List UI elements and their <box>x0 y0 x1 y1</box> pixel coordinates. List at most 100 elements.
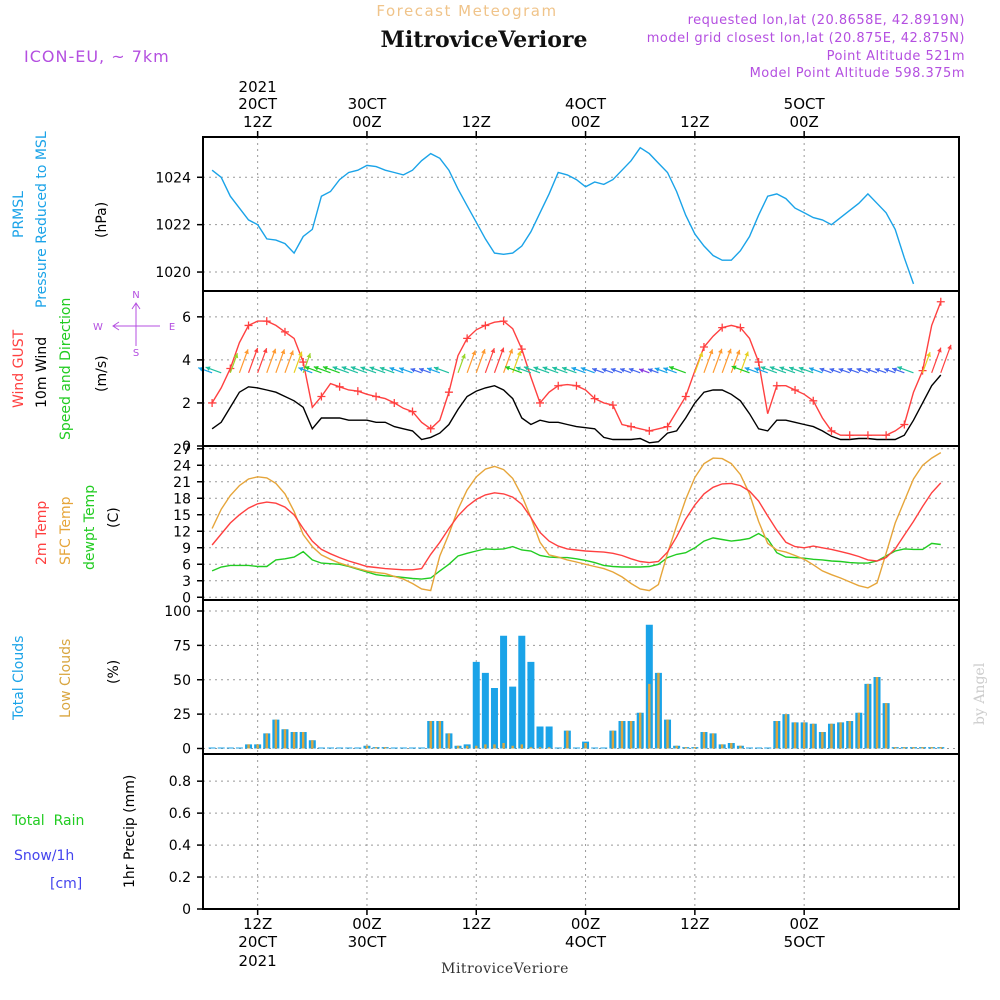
low-cloud-bar <box>274 719 278 749</box>
wind-arrow-icon <box>891 367 905 374</box>
wind-arrow-head <box>937 347 942 353</box>
low-cloud-bar <box>292 732 296 749</box>
total-cloud-bar <box>217 747 225 749</box>
total-cloud-bar <box>354 747 362 749</box>
low-cloud-bar <box>812 723 815 749</box>
model-label: ICON-EU, ~ 7km <box>24 47 170 66</box>
wind-arrow-head <box>731 365 737 371</box>
temperature-ytick-label: 6 <box>182 557 191 573</box>
wind-arrow-head <box>769 366 775 371</box>
pressure-unit: (hPa) <box>94 202 110 238</box>
wind-arrow-icon <box>754 367 768 374</box>
low-cloud-bar <box>930 747 933 749</box>
bottom-tick-hour: 00Z <box>789 915 818 933</box>
wind-unit: (m/s) <box>94 355 110 392</box>
wind-arrow-head <box>718 348 723 354</box>
wind-arrow-head <box>829 368 835 373</box>
wind-arrow-head <box>838 368 844 373</box>
wind-arrow-icon <box>466 350 477 374</box>
wind-gust-marker <box>299 358 308 367</box>
wind-gust-marker <box>463 334 472 343</box>
wind-arrow-icon <box>591 367 604 374</box>
wind-arrow-icon <box>369 366 386 374</box>
wind-arrow-icon <box>418 367 431 374</box>
wind-arrow-icon <box>389 366 404 374</box>
total-cloud-bar <box>536 726 544 749</box>
wind-arrow-shaft <box>493 347 505 374</box>
wind-arrow-head <box>856 367 862 373</box>
total-cloud-bar <box>226 747 234 749</box>
compass-rose-icon <box>112 302 160 346</box>
data-layer <box>197 146 952 749</box>
low-cloud-bar <box>311 740 314 749</box>
wind-gust-marker <box>208 398 217 407</box>
wind-gust-marker <box>408 407 417 416</box>
temperature-ytick-label: 3 <box>182 574 191 590</box>
wind-arrow-icon <box>769 366 787 374</box>
wind-arrow-head <box>350 366 356 371</box>
wind-gust-marker <box>554 381 563 390</box>
precipitation-ytick-label: 0.6 <box>169 806 191 822</box>
wind-arrow-icon <box>744 366 759 374</box>
wind-gust-marker <box>772 381 781 390</box>
wind-arrow-icon <box>332 366 349 374</box>
wind-arrow-icon <box>883 368 896 374</box>
low-cloud-bar <box>301 732 305 749</box>
wind-arrow-head <box>789 366 795 372</box>
snow-label: Snow/1h <box>14 848 74 864</box>
wind-arrow-icon <box>504 365 523 374</box>
low-cloud-bar <box>247 744 250 749</box>
wind-arrow-icon <box>433 366 450 374</box>
low-cloud-bar <box>639 712 642 749</box>
point-altitude: Point Altitude 521m <box>827 49 965 64</box>
wind-arrow-icon <box>561 366 577 374</box>
low-cloud-bar <box>465 745 469 749</box>
total-cloud-bar <box>317 747 325 749</box>
total-cloud-bar <box>572 747 580 749</box>
wind-gust-marker <box>900 420 909 429</box>
top-tick-day: 20CT <box>238 95 278 113</box>
temperature-ytick-label: 21 <box>173 475 191 491</box>
wind-arrow-head <box>471 350 477 356</box>
pressure-msl-label: Pressure Reduced to MSL <box>34 131 50 308</box>
bottom-tick-year: 2021 <box>239 952 277 970</box>
wind-arrow-head <box>505 365 511 371</box>
total-cloud-bar <box>554 747 562 749</box>
low-cloud-bar <box>793 722 797 749</box>
top-tick-hour: 12Z <box>680 113 709 131</box>
wind-gust-marker <box>845 431 854 440</box>
dewpt-temp-line <box>211 532 941 580</box>
closest-coords: model grid closest lon,lat (20.875E, 42.… <box>647 31 965 46</box>
wind-arrow-head <box>515 366 521 372</box>
wind-arrow-icon <box>350 366 368 374</box>
low-cloud-bar <box>693 747 697 749</box>
wind-gust-marker <box>335 382 344 391</box>
wind-10m-label: 10m Wind <box>34 337 50 408</box>
wind-arrow-head <box>523 366 529 371</box>
wind-gust-marker <box>809 396 818 405</box>
wind-arrow-icon <box>779 366 796 374</box>
wind-arrow-head <box>628 367 634 373</box>
bottom-tick-day: 4OCT <box>565 933 607 951</box>
top-tick-day: 30CT <box>348 95 388 113</box>
wind-arrow-head <box>926 352 931 358</box>
total-cloud-bar <box>509 686 517 749</box>
wind-arrow-head <box>389 366 395 372</box>
low-cloud-bar <box>438 721 442 749</box>
low-cloud-bar <box>739 745 742 749</box>
wind-arrow-head <box>205 366 211 371</box>
grid-layer <box>203 137 959 910</box>
pressure-panel-labels: PRMSL Pressure Reduced to MSL (hPa) <box>11 131 110 308</box>
total-cloud-bar <box>399 747 407 749</box>
total-cloud-bar <box>764 747 772 749</box>
low-cloud-bar <box>775 721 779 749</box>
wind-arrow-head <box>244 349 249 355</box>
wind-arrow-head <box>427 367 432 372</box>
wind-arrow-head <box>322 365 328 371</box>
wind-arrow-icon <box>663 367 677 374</box>
wind-arrow-icon <box>475 348 486 374</box>
wind-arrow-head <box>298 366 304 372</box>
wind-arrow-head <box>369 366 375 371</box>
wind-arrow-head <box>779 366 785 371</box>
precipitation-ytick-label: 0.2 <box>169 870 191 886</box>
